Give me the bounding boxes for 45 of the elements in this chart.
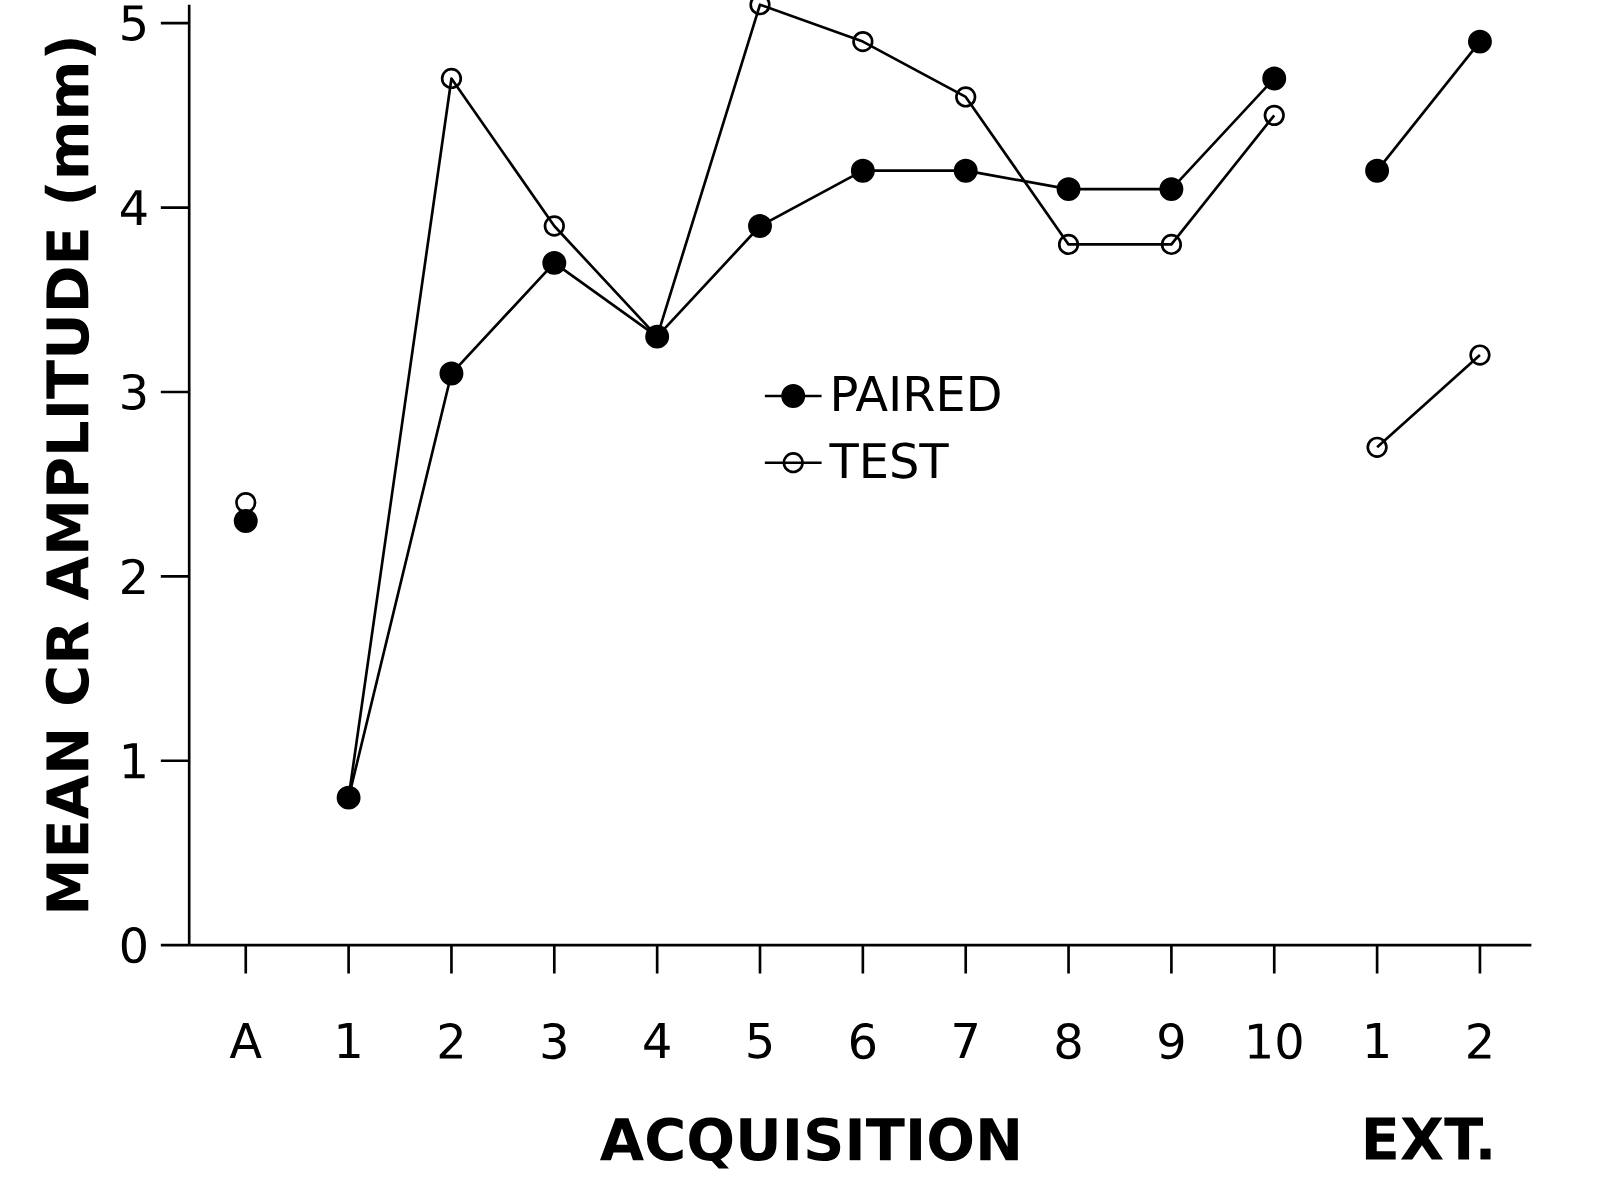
point <box>953 158 978 183</box>
y-tick-label: 2 <box>122 558 145 595</box>
point <box>543 215 565 237</box>
point <box>1262 66 1287 91</box>
point <box>1365 158 1390 183</box>
point <box>235 492 257 514</box>
legend-label: TEST <box>829 442 949 479</box>
x-tick-label: 8 <box>1056 1023 1081 1060</box>
y-tick-label: 0 <box>121 927 146 964</box>
point <box>955 86 977 108</box>
point <box>233 509 258 534</box>
x-tick-label: 4 <box>644 1023 670 1059</box>
point <box>850 158 875 183</box>
x-tick-label: 7 <box>954 1023 977 1059</box>
point <box>748 214 772 239</box>
x-tick-label: 1 <box>1367 1023 1388 1059</box>
x-tick-label: 2 <box>439 1023 462 1059</box>
point <box>852 31 874 53</box>
point <box>439 361 464 386</box>
x-tick-label: 2 <box>1468 1023 1491 1059</box>
text: EXT. <box>1365 1117 1491 1160</box>
x-tick-label: 10 <box>1249 1023 1302 1060</box>
x-tick-label: 3 <box>542 1023 566 1060</box>
x-tick-label: 5 <box>748 1023 772 1059</box>
x-tick-label: 6 <box>850 1023 876 1060</box>
y-tick-label: 4 <box>121 190 147 226</box>
point <box>1160 233 1183 256</box>
point <box>1057 233 1080 256</box>
point <box>542 251 567 275</box>
legend-label: PAIRED <box>834 376 1000 412</box>
x-tick-label: 9 <box>1159 1023 1184 1060</box>
point <box>1263 104 1285 127</box>
y-axis-title: MEAN CR AMPLITUDE (mm) <box>44 39 96 911</box>
x-tick-label: A <box>229 1023 262 1059</box>
x-axis-title: ACQUISITION <box>600 1117 1018 1169</box>
x-tick-label: 1 <box>338 1023 360 1059</box>
point <box>440 67 463 90</box>
y-tick-label: 3 <box>122 374 146 411</box>
y-tick-label: 5 <box>122 5 145 42</box>
point <box>1159 177 1184 202</box>
y-tick-label: 1 <box>123 743 145 779</box>
point <box>1366 436 1388 459</box>
point <box>1056 177 1081 202</box>
point <box>1469 344 1491 366</box>
point <box>1467 29 1492 54</box>
